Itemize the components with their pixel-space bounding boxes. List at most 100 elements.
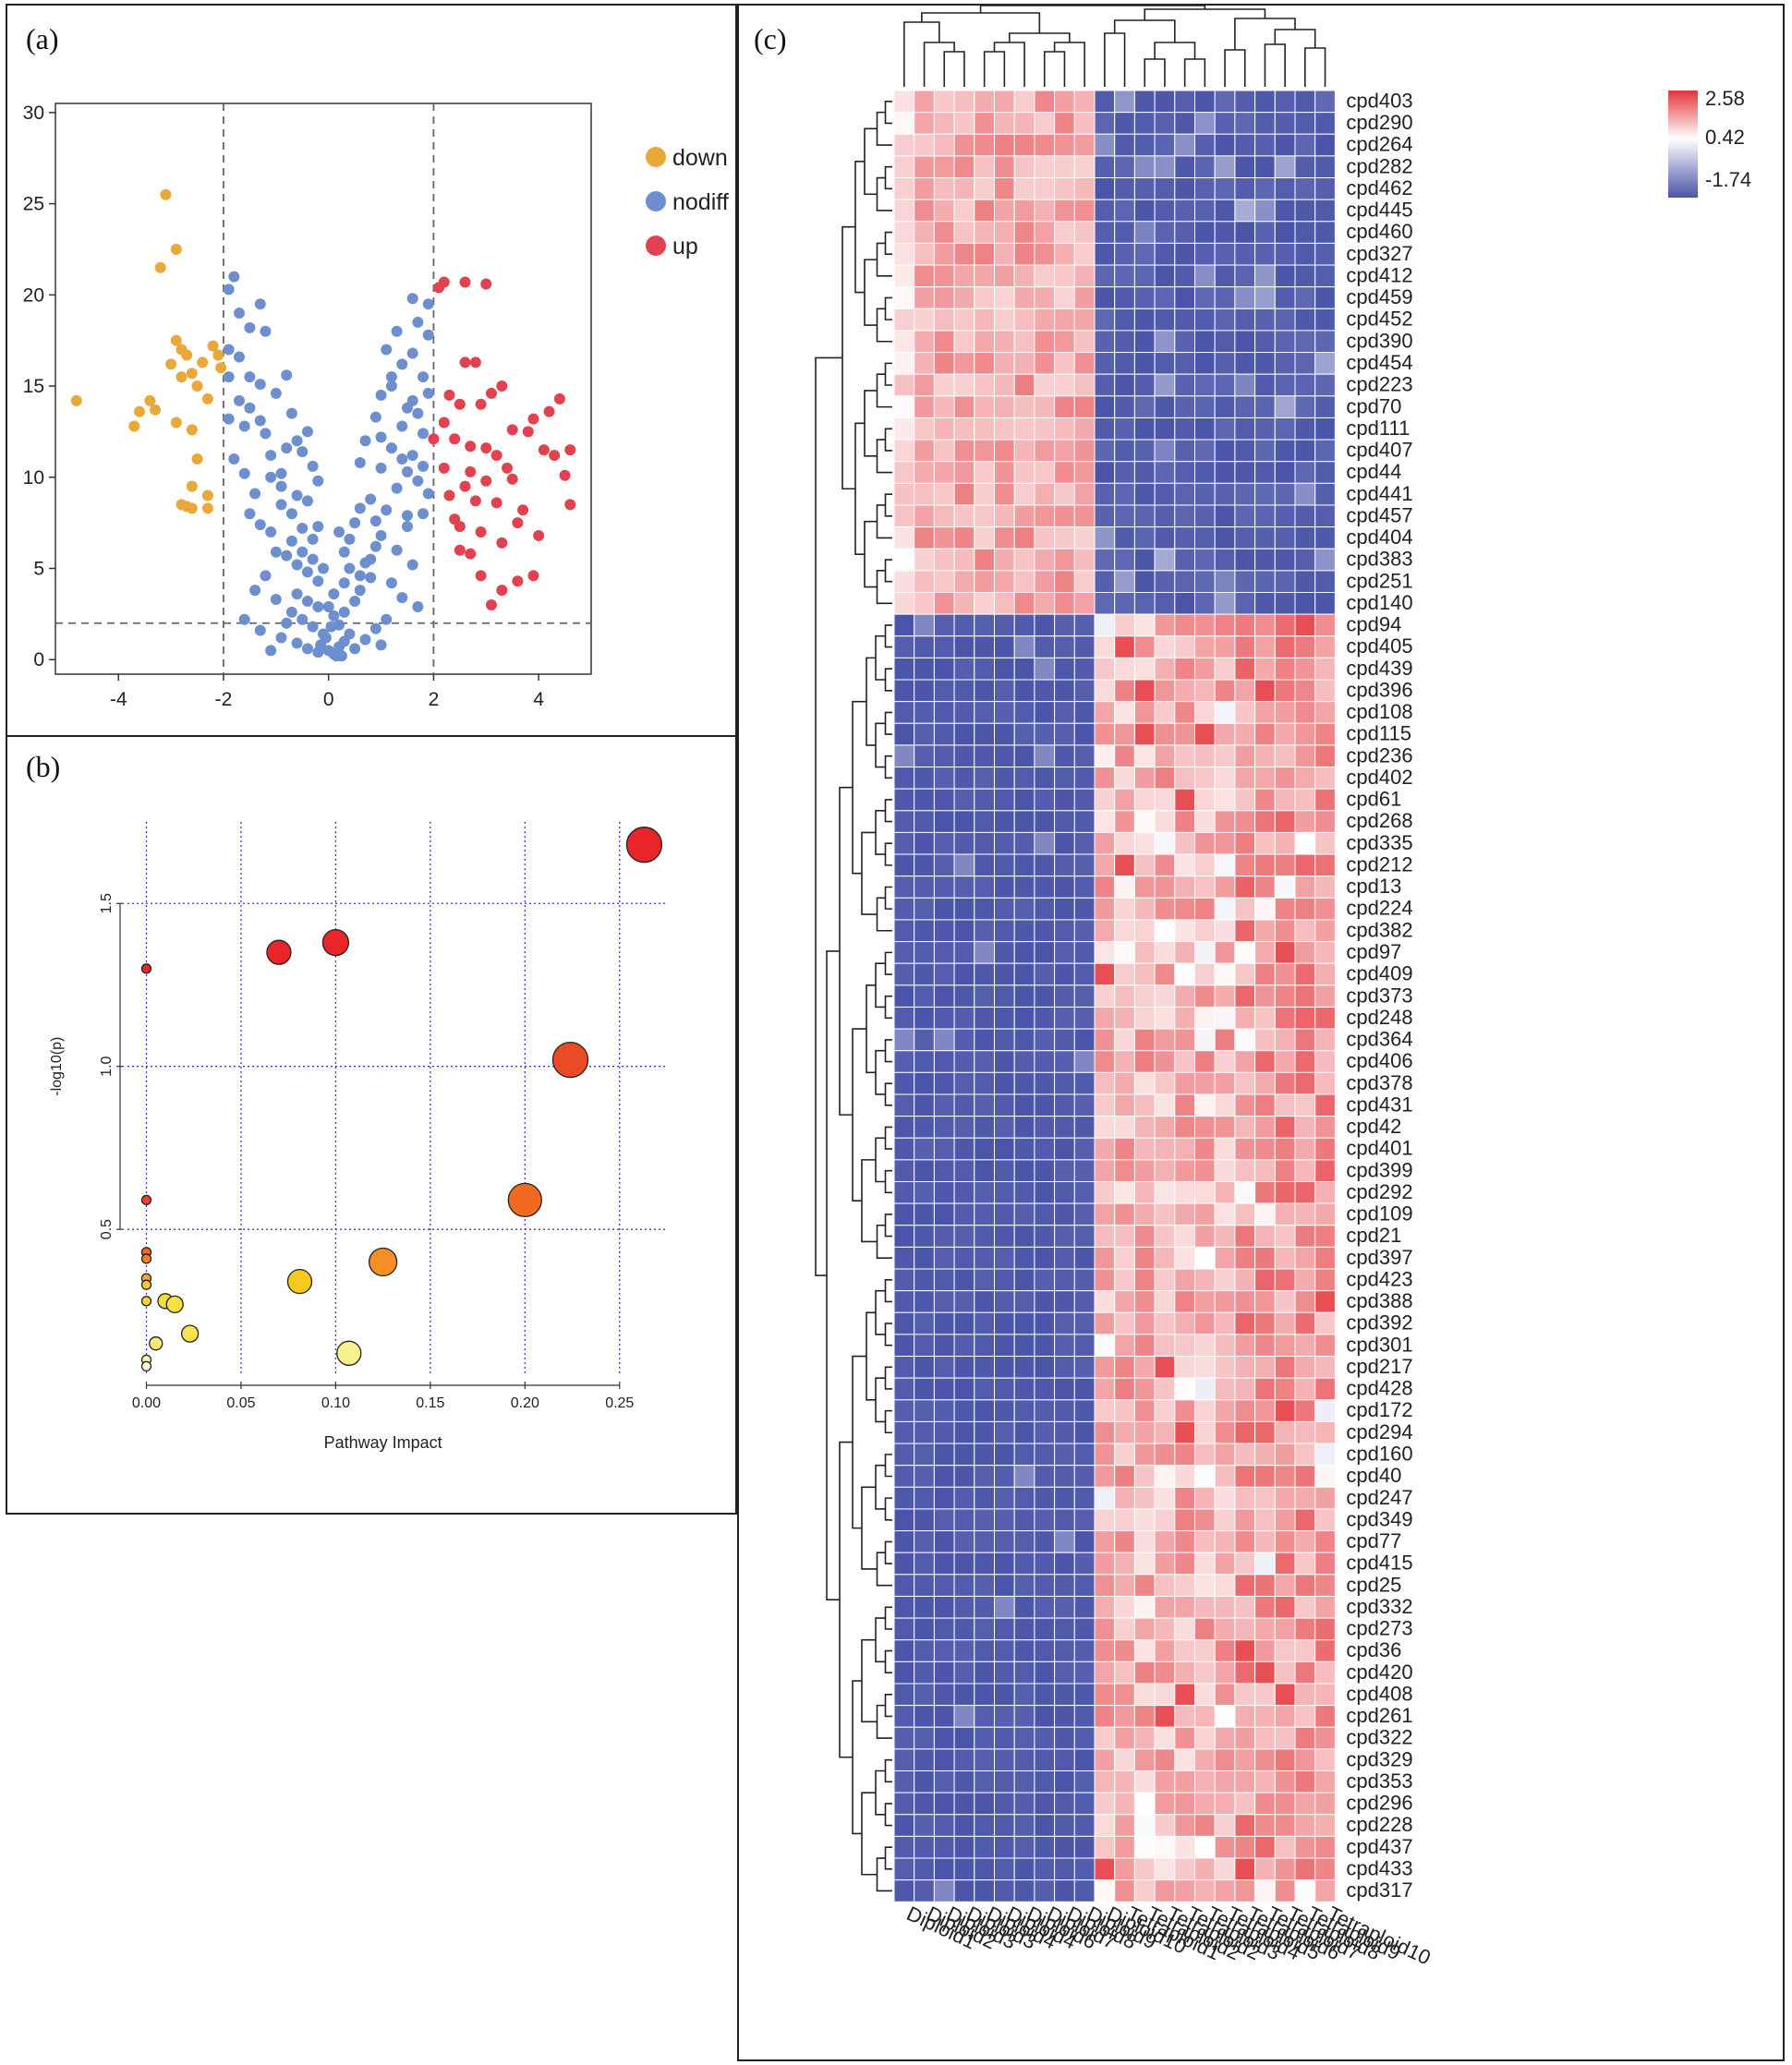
heatmap-cell [974,1137,996,1161]
heatmap-cell [974,242,996,266]
heatmap-cell [1154,352,1176,375]
heatmap-cell [1114,1835,1135,1859]
point-up [559,469,571,481]
heatmap-cell [1114,308,1135,332]
heatmap-cell [953,613,975,637]
panel-c-label: (c) [754,22,787,55]
heatmap-cell [1013,767,1035,790]
heatmap-cell [1094,1050,1116,1073]
heatmap-cell [953,1748,975,1772]
heatmap-cell [893,679,915,703]
heatmap-cell [1054,155,1075,179]
heatmap-cell [1094,1006,1116,1030]
heatmap-cell [893,112,915,135]
row-label: cpd296 [1346,1792,1412,1815]
heatmap-cell [1274,221,1296,244]
heatmap-cell [1274,1246,1296,1270]
heatmap-cell [1054,373,1075,397]
heatmap-cell [1214,570,1236,593]
row-label: cpd388 [1346,1289,1412,1312]
heatmap-cell [893,1377,915,1401]
heatmap-cell [1073,1748,1096,1772]
heatmap-cell [974,1006,996,1030]
heatmap-cell [1274,1137,1296,1161]
heatmap-cell [1114,679,1135,703]
heatmap-cell [1294,853,1316,877]
heatmap-cell [933,1857,955,1881]
heatmap-cell [953,876,975,899]
point-nodiff [396,358,408,370]
heatmap-cell [1013,1399,1035,1422]
heatmap-cell [953,701,975,724]
heatmap-cell [1154,1595,1176,1619]
heatmap-cell [1034,264,1056,288]
heatmap-cell [1154,330,1176,354]
heatmap-cell [1073,1202,1096,1226]
point-up [459,356,471,368]
heatmap-cell [893,1705,915,1728]
heatmap-cell [933,1377,955,1401]
heatmap-cell [1294,613,1316,637]
heatmap-cell [1294,1595,1316,1619]
heatmap-cell [1174,1748,1195,1772]
heatmap-cell [1174,352,1195,375]
heatmap-cell [1214,788,1236,812]
heatmap-cell [1114,1334,1135,1358]
row-dendrogram-branch [884,668,892,692]
heatmap-cell [974,831,996,855]
heatmap-cell [893,570,915,593]
heatmap-cell [933,1399,955,1422]
heatmap-cell [1094,1356,1116,1379]
heatmap-cell [1214,1465,1236,1488]
heatmap-cell [1214,767,1236,790]
heatmap-cell [1114,1465,1135,1488]
point-nodiff [254,624,266,636]
heatmap-cell [914,1792,935,1816]
point-down [160,188,172,200]
point-up [564,444,576,456]
point-nodiff [234,351,246,363]
heatmap-cell [953,1071,975,1095]
heatmap-cell [1013,1726,1035,1750]
row-dendrogram-branch [884,1126,892,1150]
heatmap-cell [974,1071,996,1095]
heatmap-cell [1234,1748,1256,1772]
heatmap-cell [933,155,955,179]
heatmap-cell [1214,1639,1236,1662]
heatmap-cell [1114,788,1135,812]
heatmap-cell [994,984,1015,1008]
point-nodiff [396,592,408,604]
point-nodiff [312,521,324,533]
heatmap-cell [1054,1660,1075,1685]
heatmap-cell [1214,1726,1236,1750]
heatmap-cell [933,199,955,223]
heatmap-cell [1194,461,1216,484]
heatmap-cell [933,1028,955,1052]
heatmap-cell [933,1311,955,1335]
heatmap-cell [1294,1552,1316,1576]
heatmap-cell [1133,1552,1156,1576]
heatmap-cell [953,242,975,266]
heatmap-cell [1274,1639,1296,1662]
heatmap-cell [1054,657,1075,681]
heatmap-cell [1073,1377,1096,1401]
heatmap-cell [933,1814,955,1837]
heatmap-cell [1194,744,1216,768]
heatmap-cell [994,330,1015,354]
heatmap-cell [1274,962,1296,986]
heatmap-cell [1034,722,1056,746]
heatmap-cell [1214,810,1236,833]
heatmap-cell [1234,1792,1256,1816]
legend-marker-down [646,147,666,167]
heatmap-cell [1154,1835,1176,1859]
heatmap-cell [1254,112,1276,135]
heatmap-cell [1133,1595,1156,1619]
heatmap-cell [914,744,935,768]
heatmap-cell [953,570,975,593]
heatmap-cell [1214,919,1236,943]
heatmap-cell [1154,591,1176,615]
heatmap-cell [1133,722,1156,746]
heatmap-cell [1254,810,1276,833]
heatmap-cell [1154,701,1176,724]
col-dendrogram-branch [1113,19,1176,42]
